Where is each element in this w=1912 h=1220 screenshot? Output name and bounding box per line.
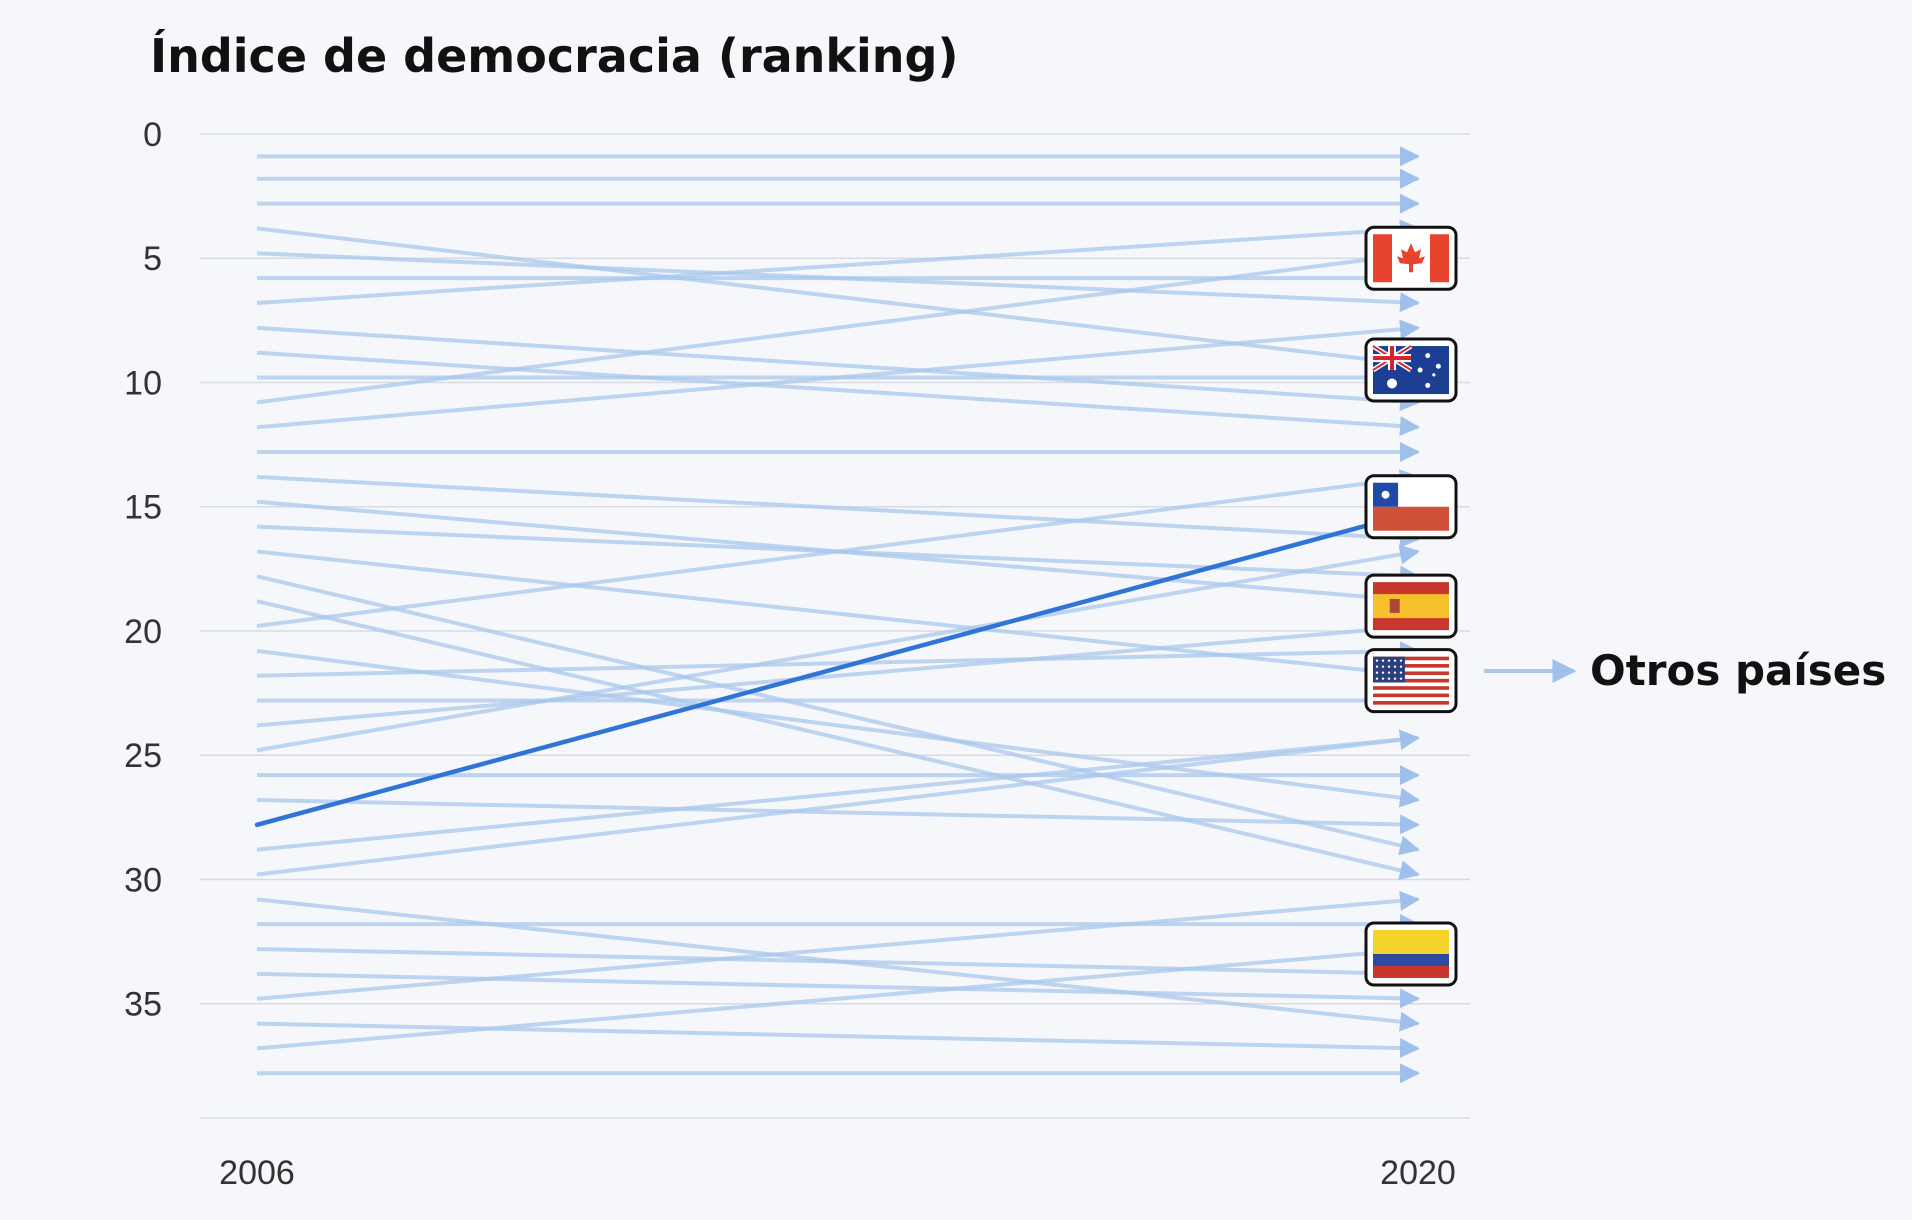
x-axis-ticks: 2006 2020 [219,1154,1456,1192]
country-line [256,729,1420,852]
country-line [256,947,1420,984]
country-line [256,219,1420,305]
country-line [256,226,1420,373]
country-line [256,574,1420,856]
y-tick-label: 5 [143,240,162,278]
spain-flag-icon [1364,573,1458,639]
y-tick-label: 15 [124,489,162,527]
country-line [256,350,1420,437]
country-line [256,971,1420,1009]
x-tick-label: 2006 [219,1154,295,1192]
highlight-country-line [254,509,1421,828]
country-line [256,325,1420,412]
y-tick-label: 35 [124,986,162,1024]
country-line [256,599,1420,881]
chart-title: Índice de democracia (ranking) [150,29,958,83]
country-line [256,474,1420,549]
y-tick-label: 0 [143,116,162,154]
highlight-line [254,509,1421,828]
legend: Otros países [1484,646,1886,695]
y-axis-ticks: 0 5 10 15 20 25 30 35 [124,116,162,1024]
australia-flag-icon [1364,337,1458,403]
legend-label: Otros países [1590,646,1886,695]
country-line [256,544,1420,753]
country-line [256,797,1420,835]
country-line [256,641,1420,678]
y-tick-label: 20 [124,613,162,651]
y-tick-label: 25 [124,737,162,775]
country-line [256,1021,1420,1059]
country-line [256,319,1420,430]
chile-flag-icon [1364,474,1458,540]
colombia-flag-icon [1364,921,1458,987]
y-tick-label: 30 [124,861,162,899]
flags [1364,225,1458,987]
canada-flag-icon [1364,225,1458,291]
country-line [256,890,1420,1001]
series-lines [256,146,1420,1084]
usa-flag-icon [1364,648,1458,714]
y-tick-label: 10 [124,364,162,402]
country-line [256,729,1420,877]
x-tick-label: 2020 [1380,1154,1456,1192]
country-line [256,245,1420,405]
country-line [256,940,1420,1051]
country-line [256,469,1420,628]
country-line [256,617,1420,728]
